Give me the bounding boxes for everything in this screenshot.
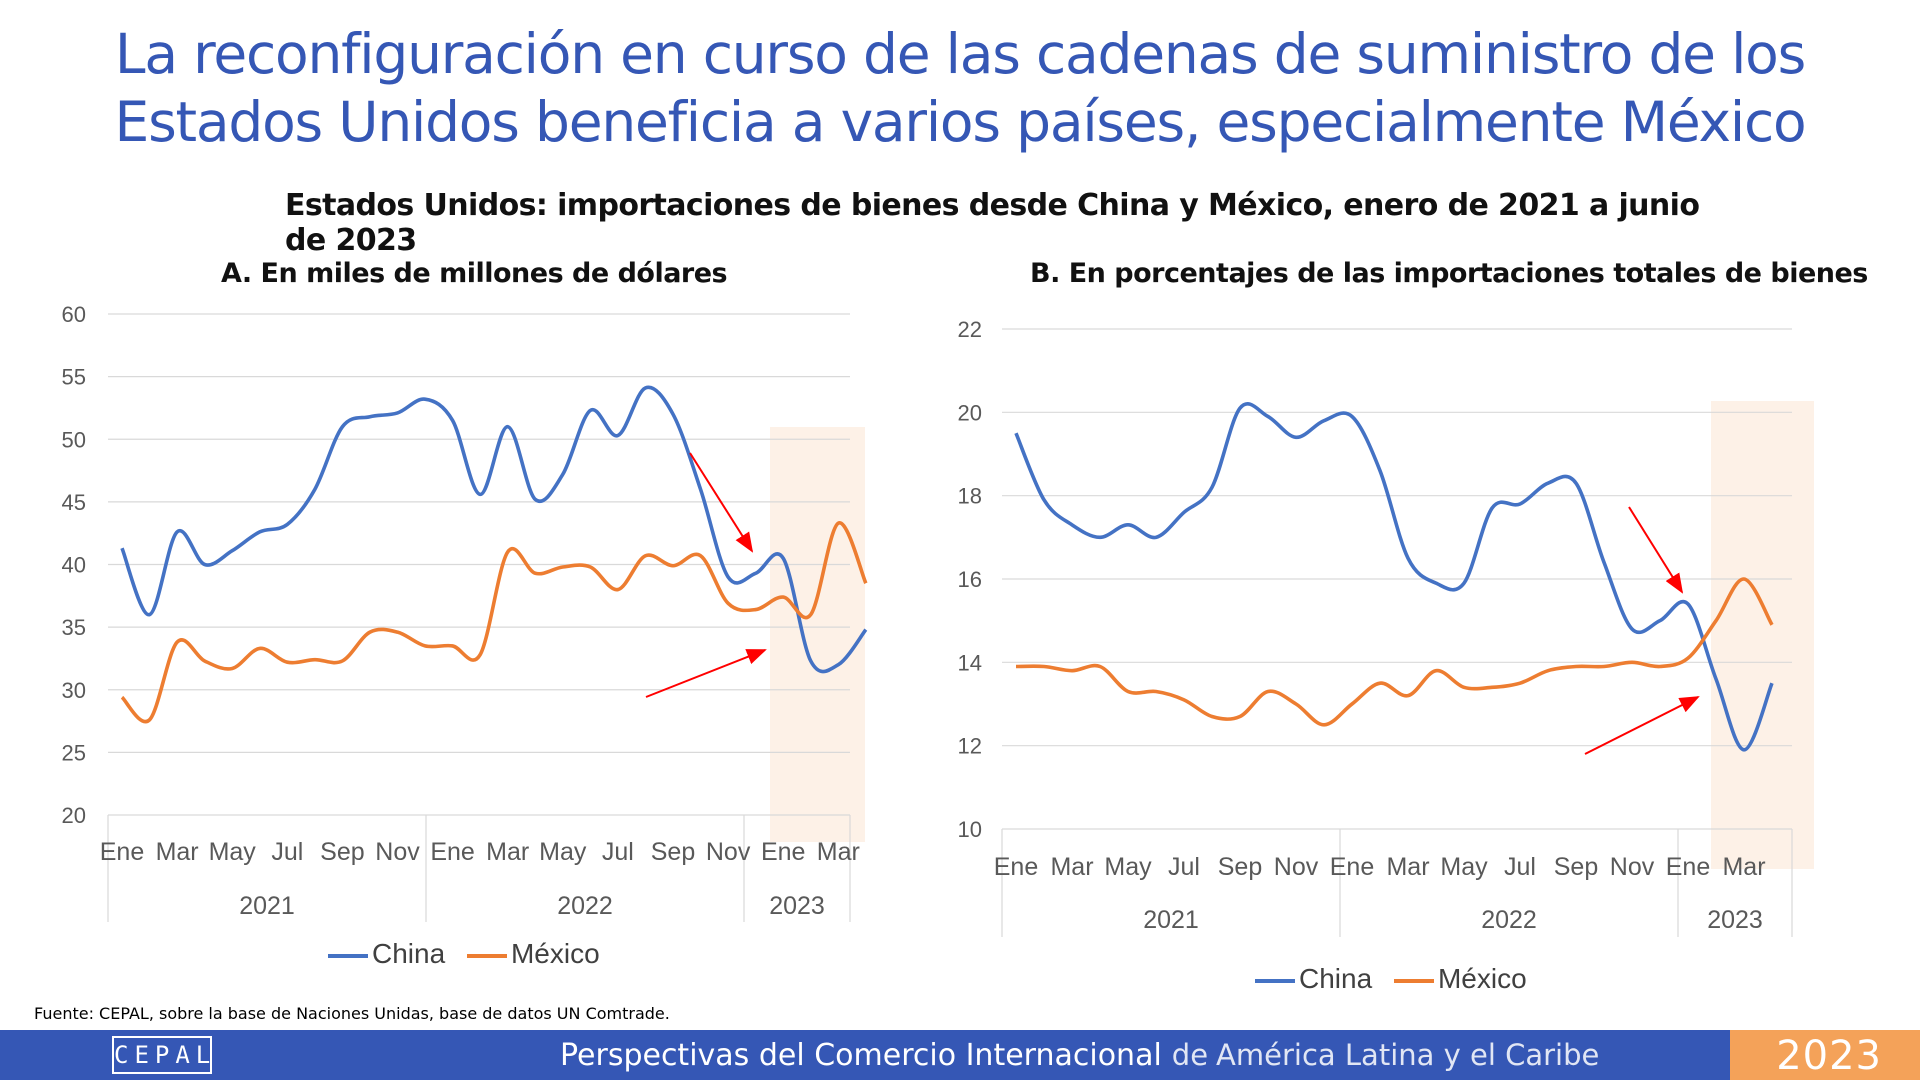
legend-label-mexico: México [1437, 963, 1527, 994]
x-tick-label: Ene [1330, 853, 1374, 881]
panel-b-title: B. En porcentajes de las importaciones t… [1030, 258, 1868, 289]
year-label: 2023 [769, 892, 825, 920]
footer-text-region: América Latina y el Caribe [1216, 1038, 1600, 1072]
footer-text-main: Perspectivas del Comercio Internacional [560, 1038, 1162, 1073]
y-tick-label: 18 [958, 484, 982, 509]
year-label: 2021 [1143, 906, 1199, 934]
y-tick-label: 12 [958, 734, 982, 759]
y-tick-label: 50 [62, 427, 86, 452]
y-tick-label: 55 [62, 365, 86, 390]
charts-canvas: 20 25 30 35 40 45 50 55 60 Ene Mar May Jul Sep Nov Ene M… [62, 302, 1814, 937]
panel-a-legend: China México [328, 938, 614, 970]
footer-publication-title: Perspectivas del Comercio Internacional d… [560, 1038, 1599, 1073]
footer-bar: CEPAL Perspectivas del Comercio Internac… [0, 1030, 1920, 1080]
x-tick-label: Ene [100, 838, 144, 866]
cepal-logo: CEPAL [112, 1036, 212, 1074]
footer-year: 2023 [1776, 1033, 1882, 1079]
x-tick-label: Sep [1218, 853, 1262, 881]
y-tick-label: 30 [62, 678, 86, 703]
annotation-arrow [645, 649, 767, 698]
series-line-mexico [1015, 577, 1774, 727]
x-tick-label: Sep [320, 838, 364, 866]
x-tick-label: Sep [1554, 853, 1598, 881]
series-line-china [1014, 402, 1774, 752]
source-note: Fuente: CEPAL, sobre la base de Naciones… [34, 1004, 670, 1023]
y-tick-label: 40 [62, 553, 86, 578]
annotation-arrow [1628, 506, 1684, 594]
footer-text-de: de [1171, 1038, 1209, 1072]
x-tick-label: Ene [994, 853, 1038, 881]
y-tick-label: 20 [958, 400, 982, 425]
x-tick-label: Mar [486, 838, 529, 866]
legend-swatch-mexico [466, 953, 507, 958]
x-tick-label: Jul [271, 838, 303, 866]
panel-b-legend: China México [1255, 963, 1541, 995]
x-tick-label: Mar [1386, 853, 1429, 881]
y-tick-label: 60 [62, 302, 86, 327]
series-line-mexico [120, 521, 868, 724]
legend-item-mexico: México [466, 938, 600, 970]
x-tick-label: Sep [651, 838, 695, 866]
panel-a-title: A. En miles de millones de dólares [221, 258, 728, 289]
y-tick-label: 14 [958, 650, 982, 675]
slide-title-line2: Estados Unidos beneficia a varios países… [114, 90, 1807, 154]
legend-swatch-china [1255, 978, 1295, 983]
legend-label-china: China [372, 938, 446, 969]
highlight-2023-band [770, 427, 865, 842]
x-tick-label: Jul [1168, 853, 1200, 881]
x-tick-label: Nov [706, 838, 751, 866]
legend-item-mexico: México [1393, 963, 1527, 995]
highlight-2023-band [1711, 401, 1814, 869]
y-tick-label: 45 [62, 490, 86, 515]
legend-swatch-mexico [1393, 978, 1434, 983]
slide-title-line1: La reconfiguración en curso de las caden… [114, 22, 1806, 86]
y-tick-label: 16 [958, 567, 982, 592]
legend-item-china: China [328, 938, 445, 970]
y-tick-label: 10 [958, 817, 982, 842]
year-label: 2023 [1707, 906, 1763, 934]
series-line-china [120, 385, 868, 674]
x-tick-label: Nov [375, 838, 420, 866]
y-tick-label: 35 [62, 615, 86, 640]
annotation-arrow [1584, 696, 1700, 755]
year-label: 2021 [239, 892, 295, 920]
legend-swatch-china [328, 953, 368, 958]
x-tick-label: Mar [156, 838, 199, 866]
x-tick-label: Ene [430, 838, 474, 866]
annotation-arrow [689, 452, 754, 553]
x-tick-label: Ene [1666, 853, 1710, 881]
y-tick-label: 22 [958, 317, 982, 342]
x-tick-label: May [1104, 853, 1152, 881]
legend-label-china: China [1299, 963, 1373, 994]
x-tick-label: Nov [1274, 853, 1319, 881]
x-tick-label: Nov [1610, 853, 1655, 881]
x-tick-label: May [209, 838, 257, 866]
x-tick-label: Mar [1722, 853, 1765, 881]
legend-label-mexico: México [510, 938, 600, 969]
year-label: 2022 [1481, 906, 1537, 934]
chart-subtitle: Estados Unidos: importaciones de bienes … [285, 188, 1700, 258]
chart-a: 20 25 30 35 40 45 50 55 60 Ene Mar May Jul Sep Nov Ene M… [62, 302, 868, 922]
x-tick-label: May [1440, 853, 1488, 881]
slide-title: La reconfiguración en curso de las caden… [0, 20, 1920, 156]
x-tick-label: May [539, 838, 587, 866]
footer-year-box [1730, 1030, 1920, 1080]
x-tick-label: Mar [1050, 853, 1093, 881]
x-tick-label: Mar [817, 838, 860, 866]
year-label: 2022 [557, 892, 613, 920]
x-tick-label: Ene [761, 838, 805, 866]
y-tick-label: 20 [62, 803, 86, 828]
x-tick-label: Jul [1504, 853, 1536, 881]
legend-item-china: China [1255, 963, 1372, 995]
x-tick-label: Jul [602, 838, 634, 866]
y-tick-label: 25 [62, 740, 86, 765]
